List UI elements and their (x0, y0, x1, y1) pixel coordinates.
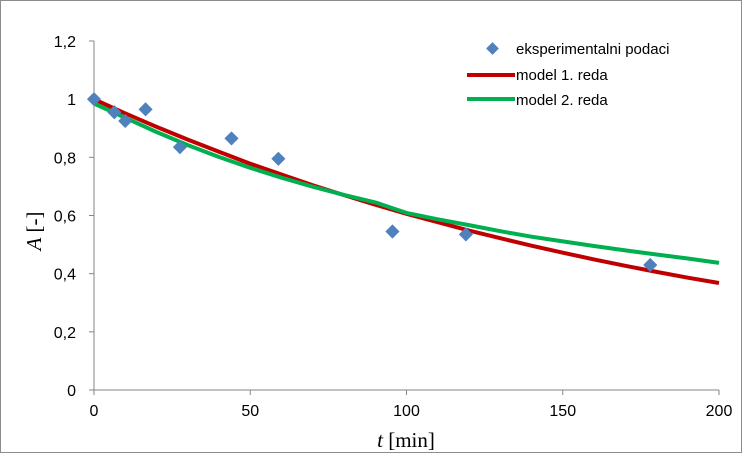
x-tick-label: 50 (241, 403, 259, 420)
x-tick-label: 100 (393, 403, 420, 420)
x-tick-label: 150 (549, 403, 576, 420)
data-point (224, 131, 239, 146)
x-tick-label: 200 (706, 403, 733, 420)
series-line-2 (93, 101, 720, 265)
data-point (385, 224, 400, 239)
y-tick-label: 1 (67, 92, 76, 109)
y-tick-label: 1,2 (54, 34, 76, 51)
y-tick-label: 0 (67, 383, 76, 400)
y-axis-unit: [-] (22, 211, 46, 232)
axis-ticks: 0 50 100 150 200 0 0,2 0,4 0,6 0,8 1 1,2 (54, 34, 733, 420)
legend: eksperimentalni podaci model 1. reda mod… (467, 41, 669, 109)
x-axis-unit: [min] (388, 428, 435, 452)
y-axis-variable: A (22, 238, 46, 253)
y-tick-label: 0,2 (54, 325, 76, 342)
series-lines (93, 97, 720, 285)
y-axis-title: A [-] (22, 211, 46, 252)
legend-label-model1: model 1. reda (516, 67, 608, 84)
series-line-1 (93, 97, 720, 285)
data-point (172, 140, 188, 155)
y-tick-label: 0,8 (54, 150, 76, 167)
y-tick-label: 0,6 (54, 209, 76, 226)
x-axis-title: t [min] (377, 428, 435, 452)
x-tick-label: 0 (90, 403, 99, 420)
x-axis-variable: t (377, 428, 384, 452)
data-point (271, 151, 286, 166)
legend-label-model2: model 2. reda (516, 92, 608, 109)
data-point (643, 257, 658, 273)
legend-label-experimental: eksperimentalni podaci (516, 41, 669, 58)
y-tick-label: 0,4 (54, 267, 76, 284)
series-points (86, 92, 658, 273)
data-point (458, 227, 473, 242)
data-point (138, 102, 153, 117)
legend-marker-diamond (486, 42, 499, 55)
